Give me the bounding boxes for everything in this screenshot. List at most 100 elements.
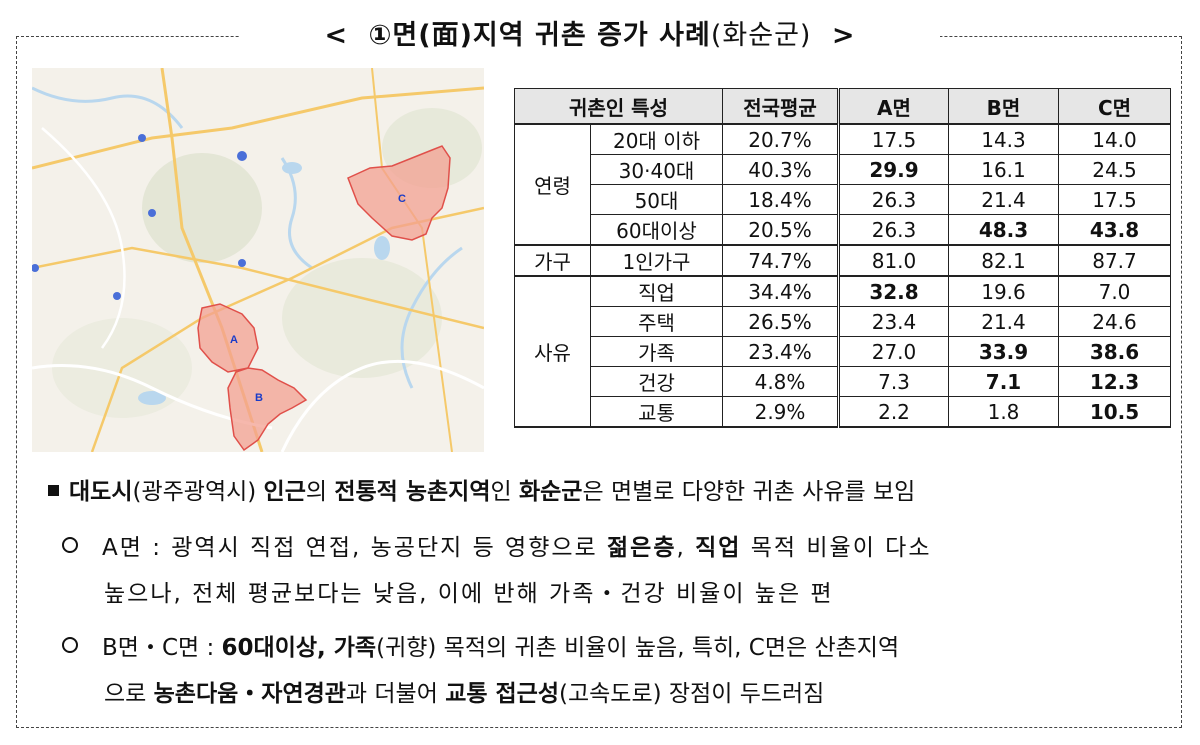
- cell-value: 2.2: [837, 396, 949, 428]
- cell-value: 24.6: [1058, 306, 1171, 337]
- cell-national-avg: 18.4%: [722, 184, 839, 215]
- text-bold: 농촌다움・자연경관: [153, 681, 346, 707]
- cell-value: 23.4: [837, 306, 949, 337]
- cell-value: 10.5: [1058, 396, 1171, 428]
- text: 높으나, 전체 평균보다는 낮음, 이에 반해 가족・건강 비율이 높은 편: [104, 581, 834, 607]
- table-row: 주택 26.5% 23.4 21.4 24.6: [515, 306, 1171, 337]
- returnee-stats-table: 귀촌인 특성 전국평균 A면 B면 C면 연령 20대 이하 20.7% 17.5 14…: [514, 88, 1171, 428]
- circle-bullet-icon: [62, 537, 78, 553]
- row-label: 가족: [590, 336, 723, 367]
- text: 은 면별로 다양한 귀촌 사유를 보임: [582, 479, 916, 505]
- text-bold: 전통적 농촌지역: [334, 479, 491, 505]
- table-row: 50대 18.4% 26.3 21.4 17.5: [515, 184, 1171, 215]
- cell-value: 32.8: [837, 275, 949, 307]
- group-label: 연령: [514, 123, 591, 246]
- table-header-row: 귀촌인 특성 전국평균 A면 B면 C면: [514, 88, 1171, 125]
- row-label: 30·40대: [590, 154, 723, 185]
- text-bold: 직업: [695, 535, 742, 561]
- region-c: [347, 145, 451, 241]
- table-row: 연령 20대 이하 20.7% 17.5 14.3 14.0: [514, 123, 1171, 246]
- row-label: 60대이상: [590, 214, 723, 246]
- table-row: 가족 23.4% 27.0 33.9 38.6: [515, 336, 1171, 367]
- text: B면・C면 :: [102, 635, 222, 661]
- title-open-bracket: <: [324, 20, 349, 51]
- row-label: 직업: [590, 275, 723, 307]
- text-bold: 60대이상, 가족: [221, 635, 377, 661]
- header-a: A면: [837, 88, 949, 125]
- row-label: 주택: [590, 306, 723, 337]
- cell-value: 48.3: [948, 214, 1059, 246]
- text: 목적 비율이 다소: [741, 535, 932, 561]
- cell-value: 12.3: [1058, 366, 1171, 397]
- header-characteristic: 귀촌인 특성: [514, 88, 723, 125]
- text: 으로: [104, 681, 154, 707]
- text-bold: 젊은층: [607, 535, 677, 561]
- text: (고속도로) 장점이 두드러짐: [559, 681, 825, 707]
- cell-value: 27.0: [837, 336, 949, 367]
- table-row: 60대이상 20.5% 26.3 48.3 43.8: [515, 214, 1171, 246]
- cell-value: 7.1: [948, 366, 1059, 397]
- sub-bullet-bc-line2: 으로 농촌다움・자연경관과 더불어 교통 접근성(고속도로) 장점이 두드러짐: [104, 674, 824, 708]
- cell-value: 17.5: [837, 123, 949, 155]
- region-b: [227, 367, 308, 452]
- cell-national-avg: 2.9%: [722, 396, 839, 428]
- row-label: 50대: [590, 184, 723, 215]
- cell-value: 19.6: [948, 275, 1059, 307]
- cell-value: 21.4: [948, 306, 1059, 337]
- main-bullet: 대도시(광주광역시) 인근의 전통적 농촌지역인 화순군은 면별로 다양한 귀촌…: [48, 472, 915, 506]
- circle-bullet-icon: [62, 637, 78, 653]
- cell-value: 26.3: [837, 214, 949, 246]
- cell-value: 33.9: [948, 336, 1059, 367]
- text-bold: 대도시: [69, 479, 133, 505]
- cell-national-avg: 26.5%: [722, 306, 839, 337]
- cell-national-avg: 34.4%: [722, 275, 839, 307]
- cell-value: 81.0: [837, 244, 949, 277]
- cell-national-avg: 23.4%: [722, 336, 839, 367]
- cell-value: 43.8: [1058, 214, 1171, 246]
- group-label: 사유: [514, 275, 591, 428]
- header-national-avg: 전국평균: [722, 88, 839, 125]
- cell-value: 87.7: [1058, 244, 1171, 277]
- text: A면 : 광역시 직접 연접, 농공단지 등 영향으로: [102, 535, 608, 561]
- cell-value: 26.3: [837, 184, 949, 215]
- text: 인: [490, 479, 519, 505]
- title-main: ①면(面)지역 귀촌 증가 사례: [368, 20, 711, 51]
- table-row: 교통 2.9% 2.2 1.8 10.5: [515, 396, 1171, 428]
- group-label: 가구: [514, 244, 591, 277]
- region-b-label: B: [255, 392, 263, 404]
- sub-bullet-a: A면 : 광역시 직접 연접, 농공단지 등 영향으로 젊은층, 직업 목적 비…: [62, 528, 932, 562]
- cell-national-avg: 20.5%: [722, 214, 839, 246]
- text: ,: [676, 535, 696, 561]
- text: (귀향) 목적의 귀촌 비율이 높음, 특히, C면은 산촌지역: [376, 635, 900, 661]
- text-bold: 화순군: [518, 479, 583, 505]
- cell-value: 38.6: [1058, 336, 1171, 367]
- text: (광주광역시): [132, 479, 264, 505]
- row-label: 교통: [590, 396, 723, 428]
- table-row: 사유 직업 34.4% 32.8 19.6 7.0: [514, 275, 1171, 428]
- region-c-label: C: [398, 193, 406, 205]
- square-bullet-icon: [48, 485, 59, 496]
- header-c: C면: [1058, 88, 1171, 125]
- row-label: 20대 이하: [590, 123, 723, 155]
- cell-value: 14.3: [948, 123, 1059, 155]
- text-bold: 인근: [263, 479, 306, 505]
- text: 과 더불어: [345, 681, 446, 707]
- cell-national-avg: 4.8%: [722, 366, 839, 397]
- cell-value: 7.0: [1058, 275, 1171, 307]
- header-b: B면: [948, 88, 1059, 125]
- cell-national-avg: 74.7%: [722, 244, 839, 277]
- table-row: 30·40대 40.3% 29.9 16.1 24.5: [515, 154, 1171, 185]
- row-label: 1인가구: [590, 244, 723, 277]
- cell-value: 1.8: [948, 396, 1059, 428]
- cell-national-avg: 20.7%: [722, 123, 839, 155]
- text-bold: 교통 접근성: [445, 681, 559, 707]
- cell-value: 82.1: [948, 244, 1059, 277]
- region-a-label: A: [230, 334, 238, 346]
- cell-value: 17.5: [1058, 184, 1171, 215]
- cell-value: 21.4: [948, 184, 1059, 215]
- table-row: 건강 4.8% 7.3 7.1 12.3: [515, 366, 1171, 397]
- cell-national-avg: 40.3%: [722, 154, 839, 185]
- text: 의: [305, 479, 335, 505]
- title-close-bracket: >: [831, 20, 856, 51]
- title-suffix: (화순군): [710, 20, 812, 51]
